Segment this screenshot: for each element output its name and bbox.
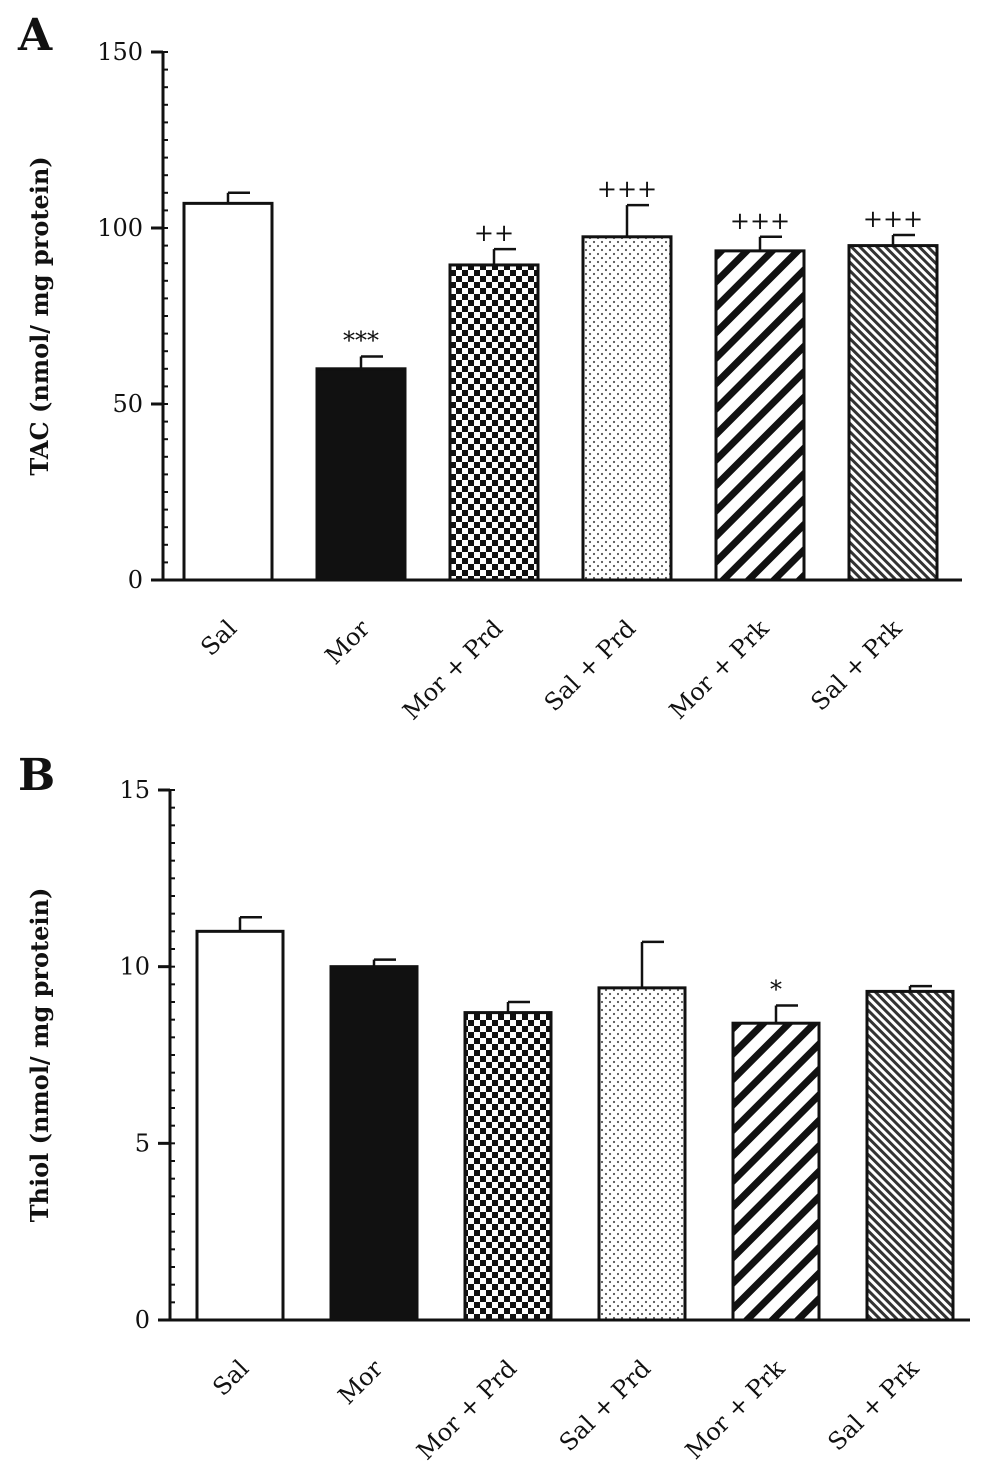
x-tick-label: Mor + Prk (680, 1354, 791, 1465)
bar (865, 989, 955, 1322)
y-tick-label: 50 (112, 390, 143, 418)
bar (597, 986, 687, 1322)
y-tick-label: 5 (135, 1129, 150, 1157)
significance-label: ++ (474, 219, 514, 247)
bar (182, 201, 274, 582)
bar (714, 249, 806, 582)
y-tick-label: 0 (128, 566, 143, 594)
x-tick-label: Mor + Prd (397, 614, 508, 725)
bar (581, 235, 673, 582)
panel-b: B 0 5 10 15 Thiol (nmol/ mg protein) Sal Mor Mor… (18, 750, 970, 1465)
panel-a: A 0 50 100 150 TAC (nmol/ mg protein) Sal *** Mo… (17, 10, 962, 725)
panel-letter: A (17, 10, 53, 61)
bar (315, 367, 407, 582)
y-tick-label: 100 (97, 214, 143, 242)
bar (731, 1021, 821, 1322)
x-tick-label: Sal + Prk (822, 1354, 924, 1456)
x-tick-label: Sal (207, 1354, 254, 1401)
x-tick-label: Sal + Prk (805, 614, 907, 716)
x-tick-label: Mor + Prk (664, 614, 775, 725)
x-tick-label: Sal (195, 614, 242, 661)
significance-label: +++ (597, 175, 657, 203)
y-tick-label: 15 (119, 776, 150, 804)
significance-label: * (770, 976, 782, 1004)
bar (448, 263, 540, 582)
bar (195, 929, 285, 1322)
significance-label: +++ (730, 207, 790, 235)
y-axis-label: TAC (nmol/ mg protein) (25, 156, 54, 475)
bar (463, 1011, 553, 1322)
bar (847, 244, 939, 582)
bar (329, 965, 419, 1322)
significance-label: +++ (863, 205, 923, 233)
y-axis-label: Thiol (nmol/ mg protein) (25, 888, 54, 1223)
x-tick-label: Mor + Prd (411, 1354, 522, 1465)
y-tick-label: 150 (97, 38, 143, 66)
x-tick-label: Sal + Prd (539, 614, 641, 716)
x-tick-label: Mor (320, 614, 376, 670)
panel-letter: B (18, 750, 55, 801)
x-tick-label: Mor (333, 1354, 389, 1410)
significance-label: *** (343, 326, 379, 354)
y-tick-label: 0 (135, 1306, 150, 1334)
x-tick-label: Sal + Prd (554, 1354, 656, 1456)
y-tick-label: 10 (119, 953, 150, 981)
